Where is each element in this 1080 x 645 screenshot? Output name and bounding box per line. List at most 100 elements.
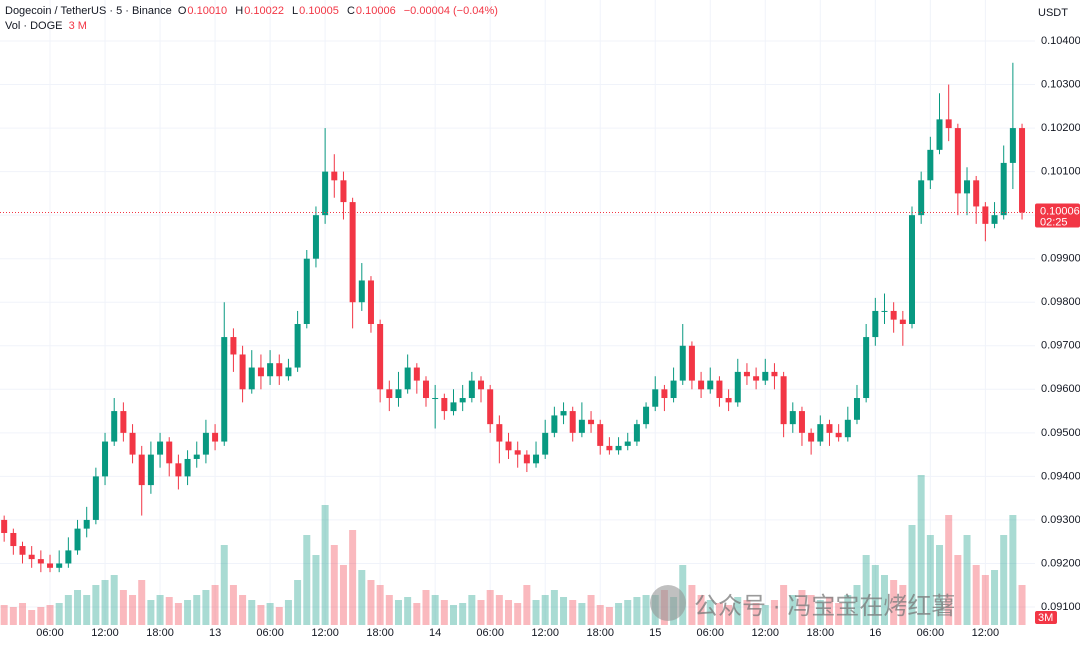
field-label: O [177,5,187,17]
volume-tag-label: 3M [1038,612,1053,624]
candle-body [157,441,164,455]
volume-pane [0,475,1026,625]
candle-body [872,310,879,338]
volume-bar [248,600,256,625]
volume-bar [202,590,210,625]
candle-body [936,119,943,150]
volume-bar [83,595,91,625]
volume-bar [339,565,347,625]
volume-bar [229,585,237,625]
volume-bar [55,603,63,625]
volume-bar [477,600,485,625]
volume-bar [945,515,953,625]
candle-body [533,454,540,464]
volume-bar [74,590,82,625]
x-tick-label: 06:00 [36,627,64,639]
candle-body [496,424,503,442]
volume-bar [862,555,870,625]
candle-body [643,406,650,425]
candle-body [404,367,411,390]
volume-bar [321,505,329,625]
x-tick-label: 06:00 [917,627,945,639]
symbol: Dogecoin / TetherUS · 5 · Binance [5,5,172,17]
candle-body [734,371,741,403]
candle-body [578,419,585,433]
x-tick-label: 12:00 [752,627,780,639]
candle-body [954,128,961,194]
candle-body [111,411,118,442]
x-tick-label: 18:00 [586,627,614,639]
watermark-text: 公众号 · 冯宝宝在烤红薯 [694,592,956,620]
candle-body [1019,128,1026,213]
x-tick-label: 06:00 [696,627,724,639]
volume-bar [853,585,861,625]
volume-bar [715,603,723,625]
volume-bar [0,605,8,625]
volume-bar [871,565,879,625]
candle-body [707,380,714,390]
volume-bar [28,610,36,625]
field-value: 0.10005 [299,5,339,17]
candle-body [927,149,934,181]
x-tick-label: 12:00 [531,627,559,639]
candle-body [615,445,622,451]
candle-body [459,398,466,403]
candle-body [175,463,182,477]
x-tick-label: 06:00 [256,627,284,639]
countdown: 02:25 [1040,216,1068,228]
volume-bar [844,595,852,625]
volume-bar [37,607,45,625]
candle-body [267,363,274,377]
volume-bar [129,595,137,625]
candle-body [56,563,63,568]
candle-body [331,171,338,181]
candle-body [441,398,448,412]
candle-body [65,550,72,564]
candle-body [762,371,769,381]
candle-body [918,180,925,216]
watermark: 公众号 · 冯宝宝在烤红薯 [650,585,955,621]
volume-bar [697,595,705,625]
candle-body [991,215,998,224]
candle-body [881,310,888,312]
volume-bar [101,580,109,625]
volume-bar [560,597,568,625]
volume-bar [193,595,201,625]
volume-bar [605,607,613,625]
candle-body [780,376,787,425]
volume-bar [266,603,274,625]
volume-bar [587,595,595,625]
volume-bar [147,600,155,625]
candle-body [698,380,705,390]
volume-bar [908,525,916,625]
candle-body [166,441,173,464]
candle-body [312,215,319,259]
volume-bar [19,603,27,625]
candle-body [92,476,99,520]
candle-body [808,432,815,442]
volume-bar [138,580,146,625]
volume-bar [64,595,72,625]
candle-body [743,371,750,377]
y-tick-label: 0.09200 [1041,557,1080,569]
volume-legend: Vol · DOGE 3 M [5,20,92,32]
candle-body [899,319,906,324]
watermark-icon [650,585,686,621]
y-tick-label: 0.10100 [1041,166,1080,178]
y-tick-label: 0.10200 [1041,122,1080,134]
candle-body [257,367,264,377]
grid [0,0,1035,625]
currency: USDT [1038,7,1068,19]
candle-body [28,554,35,560]
candle-body [661,389,668,399]
volume-bar [825,597,833,625]
x-tick-label: 14 [429,627,441,639]
candle-body [202,432,209,455]
candle-body [37,559,44,564]
volume-value: 3 M [68,20,87,32]
candle-body [358,280,365,303]
candle-body [890,310,897,320]
x-tick-label: 15 [649,627,661,639]
candle-body [386,389,393,399]
candle-body [853,398,860,420]
